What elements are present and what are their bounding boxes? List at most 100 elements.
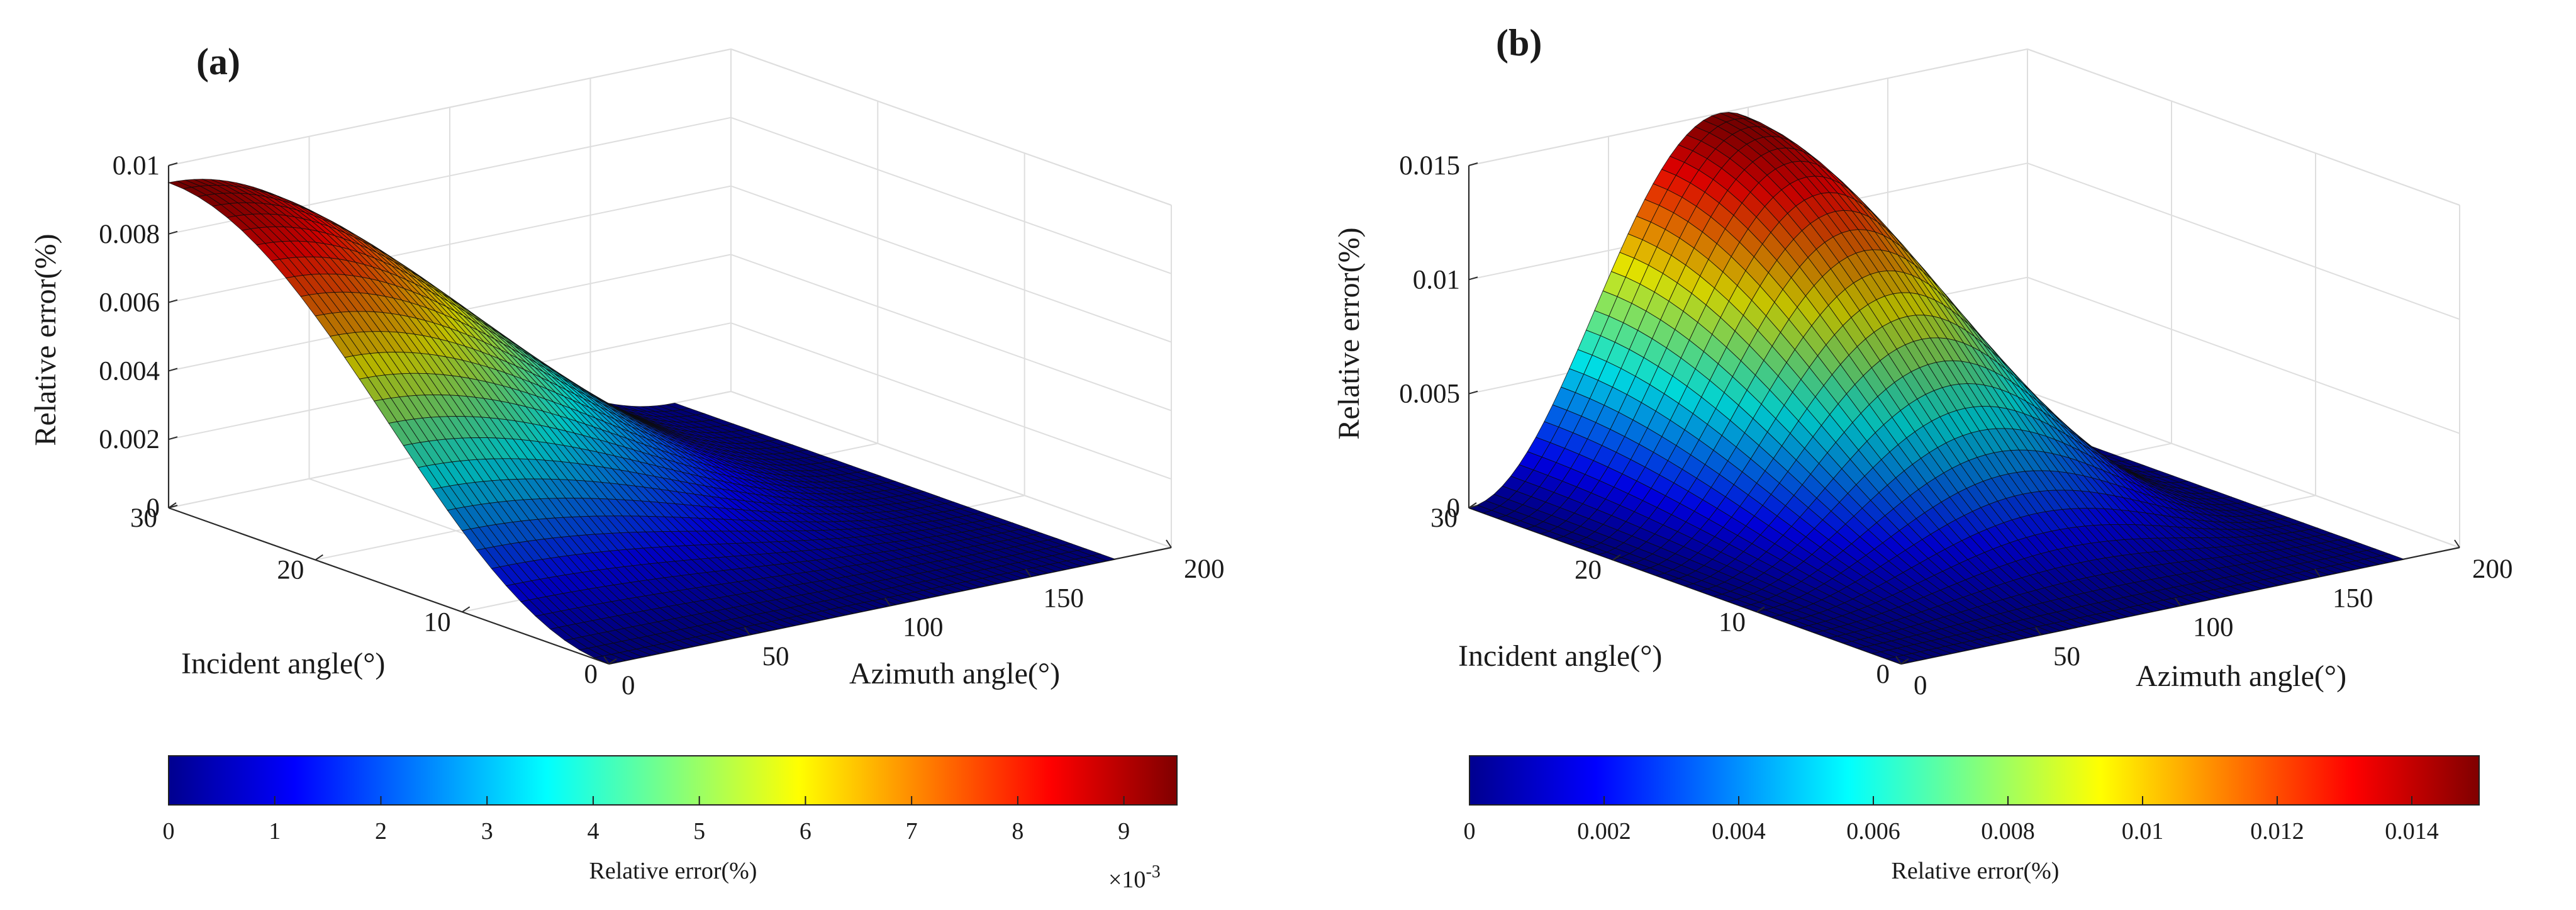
z-tick-mark: [168, 162, 178, 166]
panel-a-colorbar-ticks: 0 1 2 3 4 5 6 7 8 9: [163, 796, 1130, 845]
y-tick-label: 0: [584, 660, 598, 689]
y-tick-label: 20: [277, 556, 304, 585]
colorbar-tick-label: 0.01: [2122, 818, 2164, 845]
colorbar-tick-label: 3: [481, 818, 493, 845]
x-tick-mark: [2454, 539, 2460, 548]
panel-a-colorbar: 0 1 2 3 4 5 6 7 8 9 Relative error(%) ×10-3: [163, 755, 1178, 893]
panel-a-y-axis-label: Incident angle(°): [181, 647, 385, 680]
z-tick-label: 0: [1447, 493, 1461, 523]
x-tick-label: 200: [2472, 554, 2513, 584]
z-tick-label: 0.008: [99, 220, 160, 249]
box-edge: [168, 48, 732, 166]
z-tick-label: 0.002: [99, 425, 160, 454]
colorbar-tick-label: 4: [587, 818, 599, 845]
z-tick-label: 0: [147, 493, 160, 523]
z-tick-mark: [1468, 390, 1478, 395]
box-edge: [2027, 48, 2460, 206]
panel-b: 0 0.005 0.01 0.015 0 50 100 150 200 0 10 20 30 (b) R…: [1332, 22, 2513, 884]
x-tick-label: 0: [622, 671, 635, 700]
z-tick-label: 0.015: [1399, 151, 1460, 181]
colorbar-tick-label: 0: [1464, 818, 1476, 845]
x-tick-mark: [2175, 597, 2181, 607]
z-tick-mark: [168, 299, 178, 303]
panel-b-colorbar-label: Relative error(%): [1892, 858, 2060, 884]
x-tick-mark: [603, 656, 610, 665]
panel-a-surface: [167, 179, 1117, 665]
x-tick-label: 50: [2053, 642, 2080, 671]
y-tick-mark: [1900, 658, 1909, 665]
colorbar-tick-label: 2: [375, 818, 387, 845]
panel-a-label: (a): [196, 41, 240, 82]
x-tick-mark: [744, 627, 750, 636]
y-tick-mark: [608, 658, 617, 665]
z-tick-label: 0.005: [1399, 379, 1460, 409]
y-tick-label: 0: [1876, 660, 1890, 689]
grid-line: [2027, 276, 2460, 434]
panel-a-colorbar-multiplier-exponent: -3: [1146, 862, 1160, 882]
x-tick-label: 0: [1914, 671, 1927, 700]
panel-a: 00.0020.0040.0060.0080.01050100150200010…: [29, 41, 1225, 893]
y-tick-mark: [462, 606, 471, 613]
colorbar-tick-label: 0.014: [2385, 818, 2439, 845]
grid-line: [2027, 162, 2460, 320]
panel-a-colorbar-label: Relative error(%): [589, 858, 757, 884]
x-tick-label: 100: [903, 613, 944, 643]
grid-line: [730, 391, 1172, 548]
x-tick-label: 150: [2333, 583, 2373, 613]
z-tick-label: 0.004: [99, 356, 160, 386]
panel-a-z-axis-label: Relative error(%): [29, 233, 62, 446]
z-tick-mark: [168, 436, 178, 441]
x-tick-mark: [884, 597, 891, 607]
colorbar-tick-label: 6: [800, 818, 811, 845]
grid-line: [730, 322, 1172, 480]
panel-a-ticks: 0 0.002 0.004 0.006 0.008 0.01 0 50 100 150 200 0 10…: [99, 151, 1224, 700]
colorbar-tick-label: 0.008: [1981, 818, 2035, 845]
panel-a-colorbar-multiplier: ×10-3: [1108, 862, 1161, 893]
y-tick-mark: [1612, 554, 1621, 561]
panel-a-colorbar-gradient: [168, 755, 1178, 806]
colorbar-tick-label: 8: [1012, 818, 1023, 845]
box-edge: [730, 48, 1172, 206]
panel-b-label: (b): [1496, 22, 1542, 64]
z-tick-label: 0.01: [1413, 265, 1460, 295]
y-axis-line: [168, 507, 610, 665]
grid-line: [730, 185, 1172, 343]
y-tick-label: 30: [130, 503, 157, 533]
panel-a-x-axis-label: Azimuth angle(°): [849, 657, 1060, 690]
x-tick-mark: [1166, 539, 1172, 548]
panel-b-colorbar-gradient: [1469, 755, 2480, 806]
panel-b-surface: [1468, 112, 2405, 665]
x-tick-mark: [1895, 656, 1902, 665]
grid-line: [730, 116, 1172, 274]
colorbar-tick-label: 0.004: [1712, 818, 1766, 845]
grid-line: [2027, 391, 2460, 548]
panel-b-colorbar: 0 0.002 0.004 0.006 0.008 0.01 0.012 0.014 Rela…: [1464, 755, 2480, 884]
box-edge: [1468, 48, 2028, 166]
colorbar-tick-label: 9: [1118, 818, 1130, 845]
y-tick-label: 30: [1430, 503, 1458, 533]
colorbar-tick-label: 0.002: [1577, 818, 1631, 845]
panel-a-colorbar-multiplier-base: ×10: [1108, 867, 1146, 893]
panel-b-z-axis-label: Relative error(%): [1332, 227, 1366, 439]
z-tick-mark: [1468, 162, 1478, 166]
x-tick-label: 150: [1044, 583, 1084, 613]
z-tick-mark: [168, 230, 178, 235]
z-tick-mark: [1468, 276, 1478, 281]
z-tick-label: 0.006: [99, 288, 160, 318]
colorbar-tick-label: 7: [906, 818, 918, 845]
y-tick-mark: [1468, 502, 1477, 508]
x-tick-mark: [2035, 627, 2041, 636]
panel-b-colorbar-ticks: 0 0.002 0.004 0.006 0.008 0.01 0.012 0.014: [1464, 796, 2439, 845]
colorbar-tick-label: 0.012: [2250, 818, 2304, 845]
x-tick-mark: [2314, 568, 2321, 577]
colorbar-tick-label: 1: [269, 818, 281, 845]
y-tick-mark: [315, 554, 323, 561]
grid-line: [730, 254, 1172, 412]
y-tick-label: 10: [424, 607, 451, 637]
colorbar-tick-label: 5: [693, 818, 705, 845]
panel-b-ticks: 0 0.005 0.01 0.015 0 50 100 150 200 0 10 20 30: [1399, 151, 2512, 700]
colorbar-tick-label: 0.006: [1846, 818, 1900, 845]
x-tick-label: 50: [762, 642, 789, 671]
panel-b-x-axis-label: Azimuth angle(°): [2136, 660, 2346, 693]
